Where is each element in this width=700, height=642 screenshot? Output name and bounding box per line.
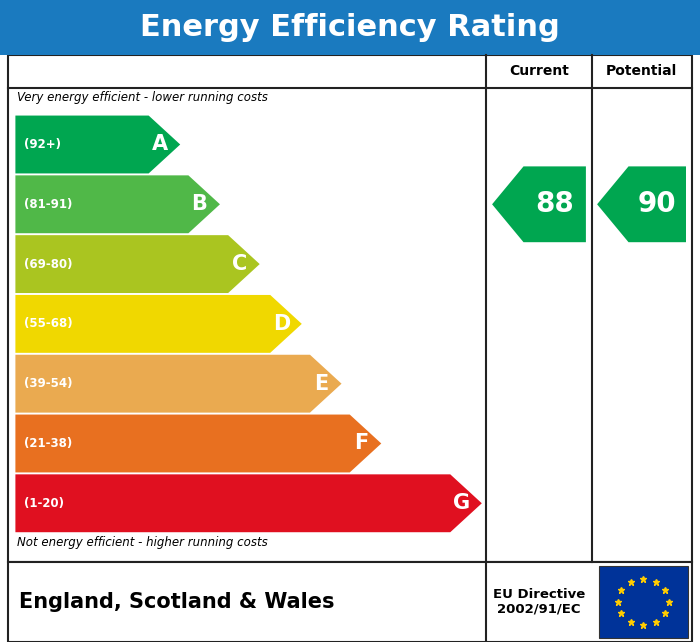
Text: B: B (192, 195, 207, 214)
Polygon shape (15, 175, 220, 233)
Text: D: D (273, 314, 290, 334)
Text: (39-54): (39-54) (25, 377, 73, 390)
Text: (81-91): (81-91) (25, 198, 73, 211)
Text: Energy Efficiency Rating: Energy Efficiency Rating (140, 13, 560, 42)
Polygon shape (15, 474, 482, 532)
Polygon shape (15, 295, 302, 353)
Text: (21-38): (21-38) (25, 437, 73, 450)
Text: (92+): (92+) (25, 138, 62, 151)
Text: 90: 90 (638, 190, 677, 218)
Polygon shape (492, 166, 586, 242)
Polygon shape (15, 355, 342, 413)
Text: EU Directive
2002/91/EC: EU Directive 2002/91/EC (493, 588, 585, 616)
Text: F: F (354, 433, 368, 453)
Bar (8, 562, 692, 642)
Text: (69-80): (69-80) (25, 257, 73, 270)
Text: Current: Current (509, 64, 569, 78)
Text: Not energy efficient - higher running costs: Not energy efficient - higher running co… (17, 536, 267, 549)
Text: A: A (152, 134, 168, 155)
Text: England, Scotland & Wales: England, Scotland & Wales (19, 592, 335, 612)
Polygon shape (15, 415, 382, 473)
Text: E: E (314, 374, 328, 394)
Text: 88: 88 (536, 190, 574, 218)
Polygon shape (597, 166, 686, 242)
Text: (55-68): (55-68) (25, 317, 73, 331)
Bar (598, 566, 688, 638)
Polygon shape (15, 116, 180, 173)
Bar (8, 55, 692, 562)
Text: (1-20): (1-20) (25, 497, 64, 510)
Text: G: G (453, 493, 470, 514)
Text: Very energy efficient - lower running costs: Very energy efficient - lower running co… (17, 91, 267, 104)
Bar (0, 0, 700, 55)
Polygon shape (15, 235, 260, 293)
Text: C: C (232, 254, 247, 274)
Text: Potential: Potential (606, 64, 677, 78)
